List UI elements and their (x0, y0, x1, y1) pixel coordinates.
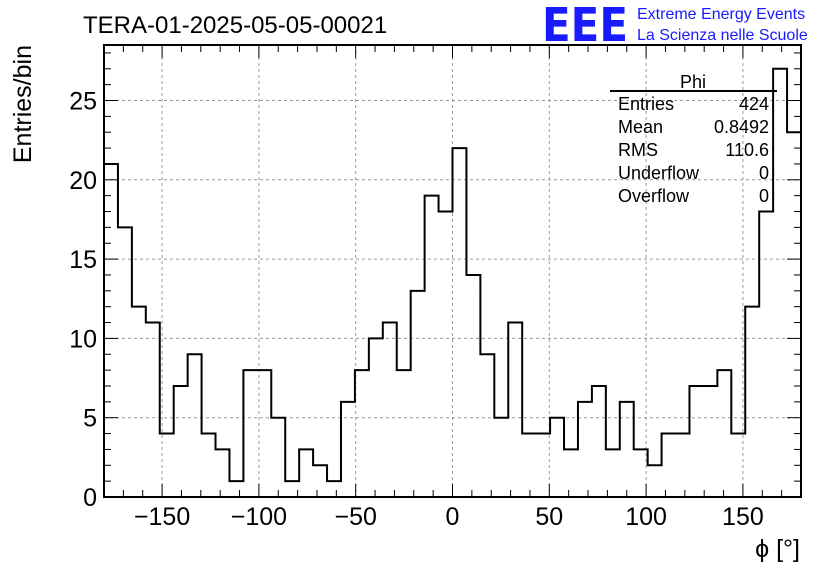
y-tick-label: 5 (83, 405, 97, 433)
x-tick-label: −100 (231, 503, 287, 531)
y-tick-label: 20 (69, 167, 97, 195)
eee-logo-mark: EEE (542, 0, 628, 52)
eee-logo-line1: Extreme Energy Events (637, 6, 805, 23)
stats-label-overflow: Overflow (618, 186, 690, 206)
y-axis: 0 5 10 15 20 25 (69, 52, 801, 512)
x-axis: −150 −100 −50 0 50 100 150 (103, 45, 802, 531)
y-tick-label: 15 (69, 246, 97, 274)
stats-label-entries: Entries (618, 94, 674, 114)
stats-value-mean: 0.8492 (714, 117, 769, 137)
eee-logo: EEE Extreme Energy Events La Scienza nel… (542, 0, 808, 52)
eee-logo-line2: La Scienza nelle Scuole (637, 27, 808, 44)
x-tick-label: 150 (722, 503, 764, 531)
stats-value-underflow: 0 (759, 163, 769, 183)
x-tick-label: −150 (134, 503, 190, 531)
x-tick-label: −50 (334, 503, 376, 531)
y-tick-label: 25 (69, 88, 97, 116)
x-axis-label: ϕ [°] (755, 535, 800, 563)
stats-box-title: Phi (680, 72, 706, 92)
stats-label-mean: Mean (618, 117, 663, 137)
grid-lines (104, 45, 801, 497)
stats-value-entries: 424 (739, 94, 769, 114)
y-axis-label: Entries/bin (9, 45, 37, 163)
histogram-outline (103, 67, 802, 497)
x-tick-label: 0 (446, 503, 460, 531)
stats-box: Phi Entries 424 Mean 0.8492 RMS 110.6 Un… (610, 72, 777, 206)
x-tick-label: 100 (625, 503, 667, 531)
chart-title: TERA-01-2025-05-05-00021 (83, 12, 387, 39)
stats-value-overflow: 0 (759, 186, 769, 206)
stats-label-rms: RMS (618, 140, 658, 160)
stats-value-rms: 110.6 (725, 140, 769, 160)
x-tick-label: 50 (535, 503, 563, 531)
y-tick-label: 10 (69, 325, 97, 353)
y-tick-label: 0 (83, 484, 97, 512)
stats-label-underflow: Underflow (618, 163, 700, 183)
